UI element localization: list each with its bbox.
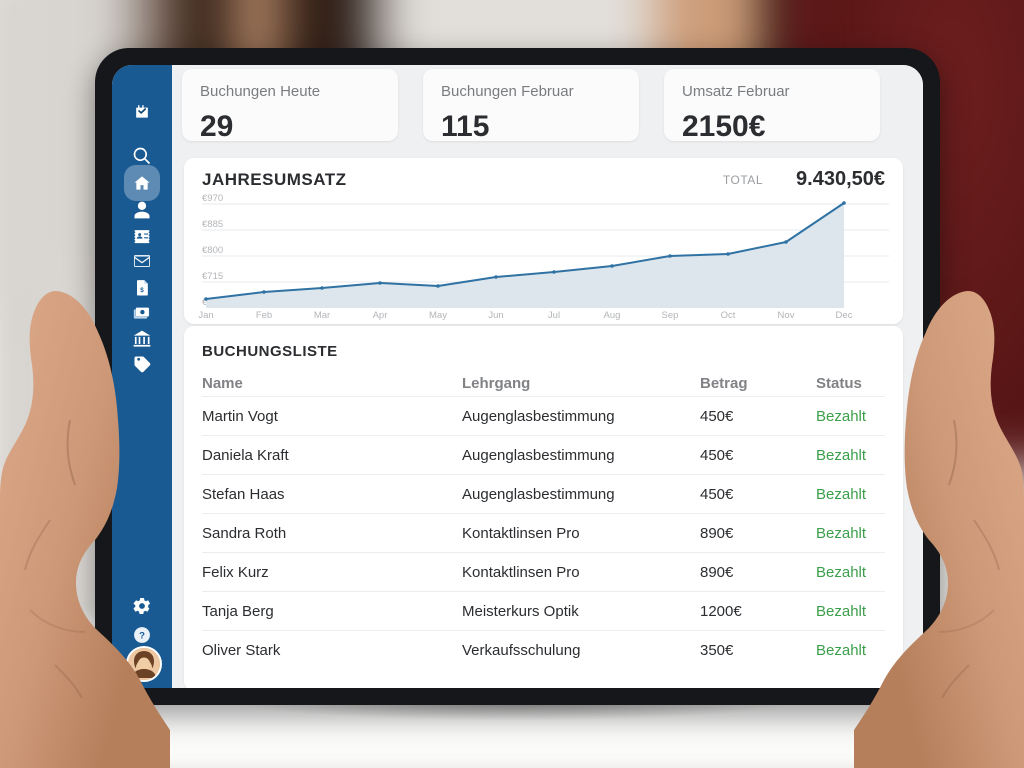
svg-text:Jan: Jan — [198, 310, 213, 321]
svg-text:€970: €970 — [202, 193, 223, 204]
svg-text:Feb: Feb — [256, 310, 272, 321]
svg-text:Jun: Jun — [488, 310, 503, 321]
svg-text:Aug: Aug — [604, 310, 621, 321]
svg-text:Oct: Oct — [721, 310, 736, 321]
svg-text:May: May — [429, 310, 447, 321]
svg-text:Dec: Dec — [836, 310, 853, 321]
svg-text:Mar: Mar — [314, 310, 330, 321]
svg-text:€800: €800 — [202, 245, 223, 256]
svg-text:Jul: Jul — [548, 310, 560, 321]
svg-text:Nov: Nov — [778, 310, 795, 321]
svg-text:€715: €715 — [202, 271, 223, 282]
svg-text:Apr: Apr — [373, 310, 388, 321]
svg-text:Sep: Sep — [662, 310, 679, 321]
svg-text:€885: €885 — [202, 219, 223, 230]
